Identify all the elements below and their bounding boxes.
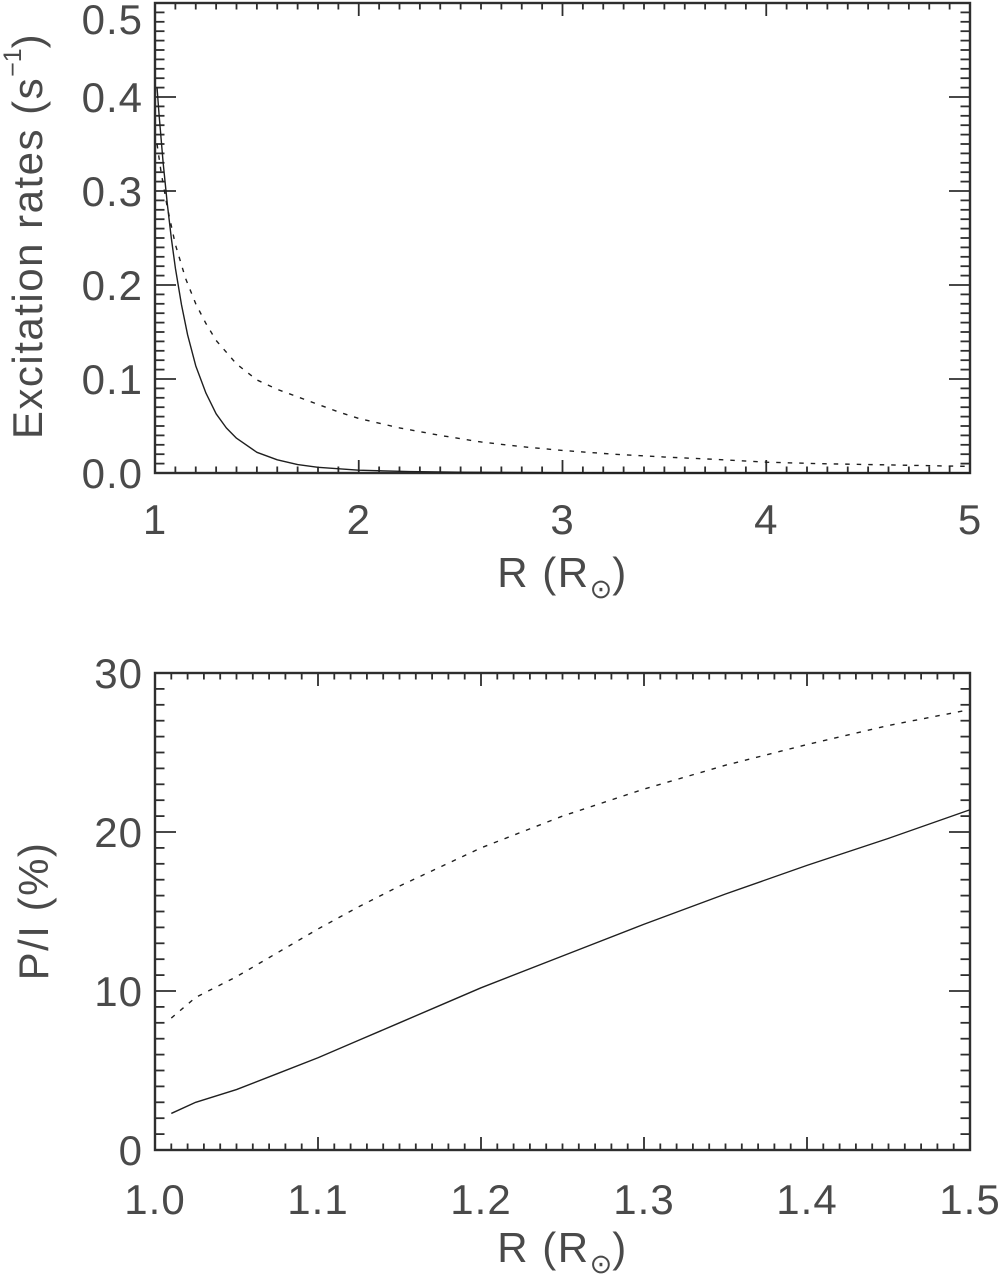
top-x-axis-title: R (R⊙) [155, 543, 970, 604]
y-tick-label: 10 [94, 968, 143, 1015]
y-tick-label: 0.4 [82, 74, 143, 121]
x-tick-label: 5 [958, 496, 982, 543]
y-tick-label: 0.5 [82, 0, 143, 43]
bottom-x-axis-title: R (R⊙) [155, 1218, 970, 1276]
sun-symbol-subscript: ⊙ [589, 1249, 613, 1276]
solid-series-line [156, 87, 970, 474]
top-y-title-text: Excitation rates (s [4, 76, 51, 440]
x-tick-label: 1.2 [450, 1176, 511, 1223]
excitation-rates-panel: 1 2 3 4 5 0.0 0.1 0.2 0.3 0.4 0.5 [82, 0, 982, 543]
bottom-x-title-text: R (R [497, 1224, 590, 1271]
top-x-title-text: R (R [497, 549, 590, 596]
y-tick-label: 30 [94, 650, 143, 697]
plot-frame [153, 1, 972, 475]
y-tick-label: 0 [119, 1127, 143, 1174]
x-tick-label: 1.4 [776, 1176, 837, 1223]
y-tick-label: 0.3 [82, 168, 143, 215]
bottom-y-title-text: P/I (%) [10, 841, 57, 981]
x-tick-label: 1.1 [287, 1176, 348, 1223]
dotted-series-line [170, 708, 971, 1019]
bottom-y-axis-title: P/I (%) [4, 631, 64, 1191]
x-tick-label: 1.5 [939, 1176, 1000, 1223]
y-tick-label: 20 [94, 809, 143, 856]
solid-series-line [171, 809, 971, 1115]
x-tick-label: 1.0 [124, 1176, 185, 1223]
x-tick-label: 1 [143, 496, 167, 543]
x-tick-label: 4 [754, 496, 778, 543]
x-tick-label: 3 [550, 496, 574, 543]
sun-symbol-subscript: ⊙ [589, 574, 613, 604]
dotted-series-line [156, 143, 971, 468]
top-y-axis-title: Excitation rates (s −1) [0, 0, 58, 516]
y-tick-label: 0.1 [82, 356, 143, 403]
top-x-title-close: ) [612, 549, 628, 596]
plot-frame [153, 671, 972, 1152]
y-tick-label: 0.2 [82, 262, 143, 309]
x-tick-label: 2 [347, 496, 371, 543]
y-tick-label: 0.0 [82, 450, 143, 497]
x-tick-label: 1.3 [613, 1176, 674, 1223]
polarization-ratio-panel: 1.0 1.1 1.2 1.3 1.4 1.5 0 10 20 30 [94, 650, 1000, 1223]
bottom-x-title-close: ) [612, 1224, 628, 1271]
top-y-title-close: ) [4, 32, 51, 49]
top-y-title-superscript: −1 [0, 48, 27, 77]
